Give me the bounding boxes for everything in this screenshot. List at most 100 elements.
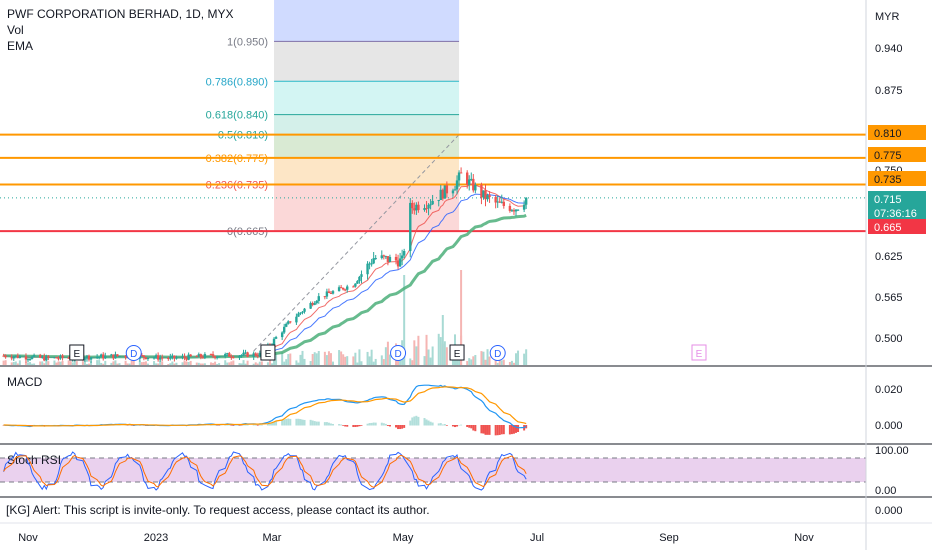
candle-body [183, 356, 186, 358]
candle-body [341, 287, 345, 290]
macd-histogram-bar [423, 418, 426, 426]
price-label-value: 0.775 [874, 150, 902, 162]
event-marker-label: D [130, 349, 137, 360]
macd-histogram-bar [470, 425, 473, 429]
candle-body [409, 202, 412, 252]
macd-histogram-bar [356, 425, 359, 427]
macd-histogram-bar [482, 425, 485, 434]
volume-bar [142, 361, 145, 365]
fib-zones: 1(0.950)0.786(0.890)0.618(0.840)0.5(0.81… [206, 0, 460, 352]
candle-body [224, 354, 227, 357]
candle-body [331, 291, 335, 294]
volume-bar [439, 337, 442, 365]
candle-body [283, 326, 286, 333]
macd-histogram-bar [508, 425, 511, 435]
dividend-marker[interactable] [489, 345, 506, 361]
macd-histogram-bar [311, 420, 314, 426]
volume-bar [210, 362, 212, 365]
candle-body [413, 208, 416, 211]
volume-bar [325, 355, 328, 365]
candle-body [466, 172, 469, 185]
macd-histogram-bar [413, 416, 416, 426]
candle-body [287, 321, 290, 324]
macd-histogram-bar [443, 423, 446, 426]
candle-body [358, 276, 361, 282]
volume-bar [409, 358, 412, 365]
candle-body [329, 292, 333, 294]
earnings-marker[interactable] [449, 344, 465, 361]
candle-body [468, 179, 471, 185]
volume-bar [512, 362, 515, 365]
macd-histogram-bar [327, 422, 330, 426]
candle-body [114, 354, 117, 359]
volume-bar [295, 360, 298, 365]
volume-bar [482, 351, 485, 365]
volume-bar [354, 352, 357, 365]
volume-bar [153, 361, 156, 365]
volume-bar [112, 361, 115, 365]
volume-bar [256, 363, 259, 365]
volume-bar [157, 363, 160, 365]
volume-bar [246, 360, 249, 365]
earnings-marker[interactable] [691, 344, 707, 361]
candle-body [453, 189, 457, 191]
volume-bar [474, 354, 477, 365]
candle-body [313, 303, 316, 305]
macd-histogram-bar [437, 423, 440, 426]
volume-bar [360, 361, 363, 365]
macd-histogram-bar [354, 425, 357, 427]
macd-histogram-bar [218, 425, 221, 426]
volume-bar [140, 362, 143, 365]
macd-histogram-bar [388, 425, 391, 427]
dividend-marker[interactable] [125, 345, 142, 361]
candle-body [402, 251, 406, 256]
candle-body [417, 204, 420, 211]
candle-body [246, 352, 249, 357]
volume-bar [47, 361, 50, 365]
volume-bar [130, 360, 133, 365]
volume-bar [238, 363, 241, 365]
dividend-marker[interactable] [390, 345, 407, 361]
candle-body [415, 204, 418, 211]
macd-pane: MACD [2, 375, 528, 436]
candle-body [100, 354, 103, 357]
macd-histogram-bar [512, 425, 515, 434]
candle-body [384, 256, 388, 258]
candle-body [154, 355, 158, 358]
macd-histogram-bar [484, 425, 487, 435]
volume-bar [33, 363, 36, 365]
candle-body [470, 178, 473, 180]
macd-histogram-bar [403, 425, 406, 428]
macd-histogram-bar [431, 422, 434, 426]
candle-body [85, 355, 89, 359]
candle-body [228, 353, 231, 357]
horizontal-lines [0, 133, 866, 233]
volume-bar [311, 354, 314, 365]
volume-bar [338, 350, 341, 365]
volume-bar [275, 351, 278, 365]
macd-histogram-bar [260, 424, 263, 426]
candle-body [508, 205, 512, 211]
volume-bar [118, 363, 121, 365]
volume-bar [181, 362, 184, 365]
earnings-marker[interactable] [69, 344, 85, 361]
volume-bar [372, 361, 375, 365]
volume-bar [340, 351, 343, 365]
volume-bar [155, 363, 158, 365]
fib-zone-top [274, 0, 460, 42]
macd-histogram-bar [498, 425, 501, 435]
volume-bar [88, 363, 90, 365]
volume-bar [417, 335, 420, 365]
candle-body [181, 356, 184, 358]
earnings-marker[interactable] [260, 344, 276, 361]
price-tick-label: 0.625 [875, 251, 903, 263]
chart-title: PWF CORPORATION BERHAD, 1D, MYX [7, 7, 234, 21]
vol-indicator-label[interactable]: Vol [7, 23, 24, 37]
candle-body [146, 357, 150, 360]
ema-indicator-label[interactable]: EMA [7, 39, 34, 53]
volume-bar [427, 349, 430, 365]
volume-bar [138, 360, 141, 365]
candle-body [368, 263, 371, 265]
stoch-band [0, 458, 866, 482]
macd-histogram-bar [301, 419, 304, 426]
